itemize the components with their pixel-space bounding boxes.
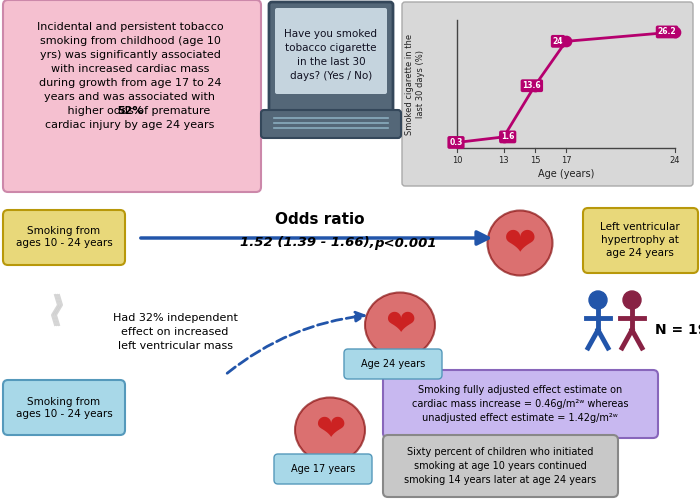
Text: 1.6: 1.6 [501,132,514,141]
Circle shape [623,291,641,309]
Text: 52%: 52% [117,106,144,116]
FancyBboxPatch shape [3,380,125,435]
Text: 15: 15 [530,156,540,165]
Text: Incidental and persistent tobacco: Incidental and persistent tobacco [36,22,223,32]
FancyBboxPatch shape [344,349,442,379]
Text: ❤: ❤ [385,308,415,342]
Text: Have you smoked
tobacco cigarette
in the last 30
days? (Yes / No): Have you smoked tobacco cigarette in the… [284,29,377,81]
FancyBboxPatch shape [3,210,125,265]
FancyBboxPatch shape [383,435,618,497]
Text: Smoking from
ages 10 - 24 years: Smoking from ages 10 - 24 years [15,397,113,419]
FancyBboxPatch shape [269,2,393,118]
FancyBboxPatch shape [583,208,698,273]
Text: 10: 10 [452,156,462,165]
Ellipse shape [295,397,365,462]
Text: Age 24 years: Age 24 years [361,359,425,369]
Text: smoking from childhood (age 10: smoking from childhood (age 10 [40,36,220,46]
Text: 24: 24 [553,37,564,46]
Text: 1.52 (1.39 - 1.66),: 1.52 (1.39 - 1.66), [240,236,379,249]
Text: Age (years): Age (years) [538,169,594,179]
Point [561,37,572,45]
Text: 0.3: 0.3 [449,138,463,147]
Text: 24: 24 [670,156,680,165]
Text: N = 1931: N = 1931 [655,323,700,337]
Text: p<0.001: p<0.001 [374,236,436,249]
Text: Sixty percent of children who initiated
smoking at age 10 years continued
smokin: Sixty percent of children who initiated … [404,447,596,484]
Text: higher odds of premature: higher odds of premature [50,106,210,116]
FancyBboxPatch shape [383,370,658,438]
FancyBboxPatch shape [261,110,401,138]
Text: cardiac injury by age 24 years: cardiac injury by age 24 years [46,120,215,130]
Ellipse shape [487,210,552,276]
Ellipse shape [365,293,435,358]
Text: 13: 13 [498,156,509,165]
Text: with increased cardiac mass: with increased cardiac mass [51,64,209,74]
Text: 13.6: 13.6 [522,81,541,90]
Text: Odds ratio: Odds ratio [275,212,365,227]
Text: during growth from age 17 to 24: during growth from age 17 to 24 [38,78,221,88]
FancyBboxPatch shape [3,0,261,192]
Text: 26.2: 26.2 [658,28,676,36]
Text: Smoking from
ages 10 - 24 years: Smoking from ages 10 - 24 years [15,226,113,248]
Point [669,28,680,36]
FancyBboxPatch shape [274,454,372,484]
FancyBboxPatch shape [275,8,387,94]
Text: Age 17 years: Age 17 years [291,464,355,474]
Text: yrs) was significantly associated: yrs) was significantly associated [40,50,220,60]
Point [452,138,463,146]
Text: Smoking fully adjusted effect estimate on
cardiac mass increase = 0.46g/m²ʷ wher: Smoking fully adjusted effect estimate o… [412,385,629,423]
Text: Had 32% independent
effect on increased
left ventricular mass: Had 32% independent effect on increased … [113,313,237,351]
Point [529,81,540,90]
Text: Smoked cigarette in the
last 30 days (%): Smoked cigarette in the last 30 days (%) [405,33,425,135]
Text: years and was associated with: years and was associated with [45,92,216,102]
Text: ❤: ❤ [315,413,345,447]
Text: ❤: ❤ [504,224,536,262]
Text: Left ventricular
hypertrophy at
age 24 years: Left ventricular hypertrophy at age 24 y… [600,222,680,258]
Text: 17: 17 [561,156,571,165]
Circle shape [589,291,607,309]
Point [498,133,510,141]
FancyBboxPatch shape [402,2,693,186]
